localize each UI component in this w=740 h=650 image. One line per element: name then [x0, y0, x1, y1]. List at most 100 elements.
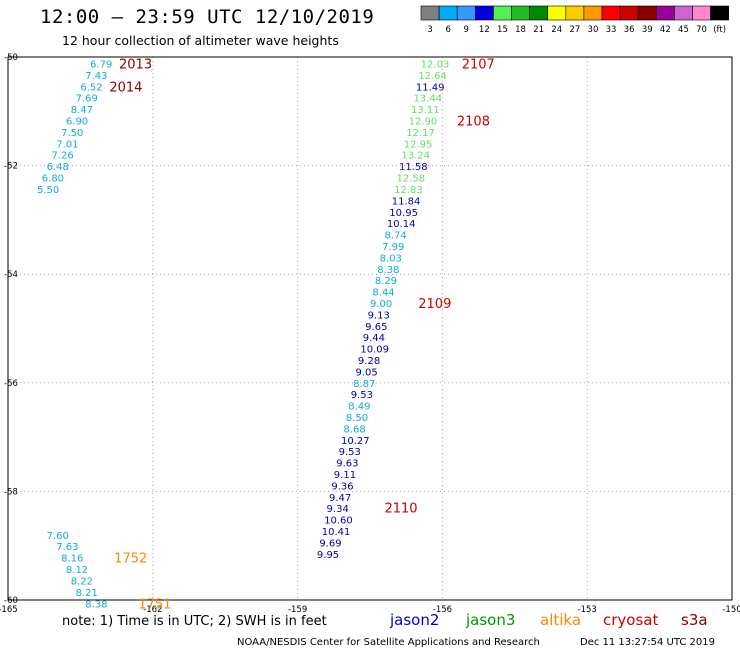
swh-value-label: 9.53 — [339, 447, 361, 458]
colorbar-label: 3 — [427, 25, 432, 35]
colorbar-swatch — [529, 5, 548, 21]
swh-value-label: 7.60 — [47, 531, 69, 542]
colorbar-label: 12 — [479, 25, 490, 35]
footer-credit: NOAA/NESDIS Center for Satellite Applica… — [237, 637, 540, 648]
colorbar-label: 21 — [533, 25, 544, 35]
colorbar-swatch — [601, 5, 621, 21]
legend-s3a: s3a — [681, 611, 708, 629]
swh-value-label: 9.11 — [334, 470, 356, 481]
time-label: 1752 — [114, 552, 147, 567]
swh-value-label: 13.24 — [401, 151, 430, 162]
swh-value-label: 7.69 — [76, 94, 98, 105]
swh-value-label: 7.50 — [61, 128, 83, 139]
swh-value-label: 6.52 — [80, 82, 102, 93]
colorbar-label: (ft) — [713, 25, 726, 35]
swh-value-label: 9.13 — [368, 310, 390, 321]
colorbar-label: 30 — [588, 25, 599, 35]
swh-value-label: 8.16 — [61, 554, 83, 565]
swh-value-label: 9.34 — [327, 504, 349, 515]
swh-value-label: 6.80 — [42, 174, 64, 185]
colorbar-swatch — [637, 5, 657, 21]
swh-value-label: 8.29 — [375, 276, 397, 287]
swh-value-label: 11.58 — [399, 162, 428, 173]
swh-value-label: 6.48 — [47, 162, 69, 173]
colorbar-swatch — [710, 5, 729, 21]
swh-value-label: 5.50 — [37, 185, 59, 196]
swh-value-label: 11.49 — [416, 82, 445, 93]
y-tick-label: -56 — [4, 379, 18, 389]
swh-value-label: 13.44 — [413, 94, 442, 105]
time-label: 2013 — [119, 58, 152, 73]
colorbar-swatch — [583, 5, 603, 21]
colorbar-label: 36 — [624, 25, 635, 35]
colorbar-swatch — [547, 5, 567, 21]
swh-value-label: 6.90 — [66, 117, 88, 128]
time-label: 2107 — [462, 58, 495, 73]
swh-value-label: 12.90 — [409, 117, 438, 128]
swh-value-label: 9.00 — [370, 299, 392, 310]
legend-jason2: jason2 — [389, 611, 439, 629]
swh-value-label: 8.50 — [346, 413, 368, 424]
swh-value-label: 8.74 — [384, 231, 406, 242]
x-tick-label: -159 — [288, 605, 307, 615]
swh-value-label: 7.99 — [382, 242, 404, 253]
swh-value-label: 7.01 — [56, 139, 78, 150]
swh-value-label: 7.63 — [56, 542, 78, 553]
swh-value-label: 9.47 — [329, 493, 351, 504]
colorbar-label: 9 — [464, 25, 469, 35]
swh-value-label: 9.28 — [358, 356, 380, 367]
colorbar-label: 33 — [606, 25, 617, 35]
swh-value-label: 9.69 — [319, 538, 341, 549]
y-tick-label: -60 — [4, 596, 18, 606]
colorbar-swatch — [655, 5, 675, 21]
colorbar-swatch — [493, 5, 512, 21]
swh-value-label: 11.84 — [392, 196, 421, 207]
swh-value-label: 9.36 — [331, 481, 353, 492]
time-label: 1751 — [138, 597, 171, 612]
swh-value-label: 12.64 — [418, 71, 447, 82]
swh-value-label: 12.83 — [394, 185, 423, 196]
x-tick-label: -150 — [722, 605, 740, 615]
swh-value-label: 8.49 — [348, 402, 370, 413]
colorbar-label: 70 — [696, 25, 707, 35]
swh-value-label: 9.63 — [336, 459, 358, 470]
plot-frame — [7, 56, 733, 601]
swh-value-label: 9.65 — [365, 322, 387, 333]
time-label: 2110 — [384, 502, 417, 517]
colorbar-swatch — [474, 5, 494, 21]
colorbar-swatch — [565, 5, 585, 21]
legend-cryosat: cryosat — [603, 611, 658, 629]
x-tick-label: -153 — [578, 605, 597, 615]
y-tick-label: -52 — [4, 162, 18, 172]
swh-value-label: 10.14 — [387, 219, 416, 230]
swh-value-label: 7.26 — [51, 151, 73, 162]
swh-value-label: 6.79 — [90, 60, 112, 71]
swh-value-label: 8.38 — [85, 599, 107, 610]
swh-value-label: 8.21 — [76, 588, 98, 599]
x-tick-label: -165 — [0, 605, 18, 615]
colorbar-swatch — [511, 5, 530, 21]
colorbar-label: 24 — [551, 25, 562, 35]
swh-value-label: 12.03 — [421, 60, 450, 71]
swh-value-label: 9.05 — [356, 367, 378, 378]
swh-value-label: 13.11 — [411, 105, 440, 116]
swh-value-label: 12.58 — [397, 174, 426, 185]
legend-altika: altika — [540, 611, 581, 629]
swh-value-label: 8.68 — [343, 424, 365, 435]
y-tick-label: -50 — [4, 53, 18, 63]
chart-subtitle: 12 hour collection of altimeter wave hei… — [62, 33, 339, 48]
colorbar-swatch — [420, 5, 440, 21]
swh-value-label: 10.41 — [322, 527, 351, 538]
swh-value-label: 8.22 — [71, 576, 93, 587]
colorbar-swatch — [692, 5, 711, 21]
time-label: 2014 — [109, 80, 142, 95]
swh-value-label: 8.44 — [372, 288, 394, 299]
swh-value-label: 9.53 — [351, 390, 373, 401]
footer-note: note: 1) Time is in UTC; 2) SWH is in fe… — [62, 614, 327, 629]
colorbar-label: 15 — [497, 25, 508, 35]
swh-value-label: 10.09 — [360, 345, 389, 356]
swh-value-label: 12.17 — [406, 128, 435, 139]
chart-title: 12:00 – 23:59 UTC 12/10/2019 — [40, 6, 375, 28]
swh-value-label: 10.27 — [341, 436, 370, 447]
